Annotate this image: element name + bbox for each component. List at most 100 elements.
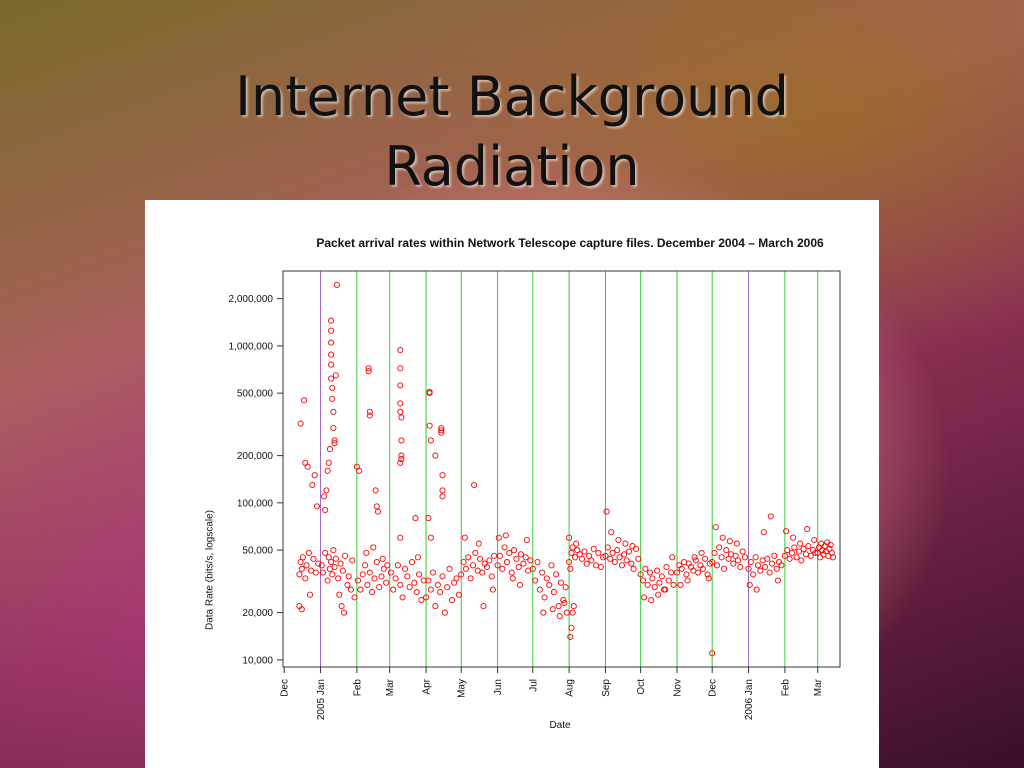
data-point — [392, 575, 399, 582]
data-point — [692, 557, 699, 564]
data-point — [384, 562, 391, 569]
data-point — [322, 549, 329, 556]
data-point — [629, 543, 636, 550]
data-point — [637, 571, 644, 578]
data-point — [357, 586, 364, 593]
data-point — [366, 408, 373, 415]
data-point — [397, 347, 404, 354]
data-point — [726, 538, 733, 545]
data-point — [439, 573, 446, 580]
data-point — [465, 554, 472, 561]
data-point — [768, 560, 776, 567]
data-point — [513, 555, 520, 562]
data-point — [695, 569, 702, 576]
data-point — [311, 472, 318, 479]
data-point — [499, 565, 506, 572]
data-point — [303, 562, 310, 569]
data-point — [506, 549, 513, 556]
data-point — [305, 549, 312, 556]
data-point — [329, 384, 336, 391]
data-point — [366, 569, 373, 576]
x-tick-label: May — [457, 679, 468, 698]
data-point — [630, 565, 637, 572]
data-point — [495, 534, 502, 541]
data-point — [753, 586, 760, 593]
data-point — [603, 508, 610, 515]
data-point — [778, 562, 785, 569]
data-point — [786, 555, 793, 562]
data-point — [635, 555, 642, 562]
data-point — [807, 552, 814, 559]
data-point — [655, 591, 662, 598]
data-point — [705, 575, 712, 582]
data-point — [373, 558, 380, 566]
data-point — [639, 577, 647, 584]
data-point — [611, 558, 618, 566]
data-point — [569, 609, 576, 616]
data-point — [413, 589, 420, 596]
data-point — [662, 586, 669, 593]
data-point — [365, 365, 372, 372]
data-point — [501, 544, 508, 551]
x-axis-label: Date — [549, 720, 571, 731]
data-point — [590, 545, 597, 552]
data-point — [486, 557, 493, 564]
data-point — [380, 565, 387, 572]
data-point — [804, 526, 811, 533]
data-point — [351, 594, 358, 601]
data-point — [356, 467, 363, 474]
data-point — [325, 554, 332, 561]
data-point — [426, 390, 433, 397]
slide-title-line-2: Radiation — [384, 135, 640, 199]
data-point — [673, 569, 681, 576]
data-point — [732, 552, 739, 559]
data-point — [569, 544, 576, 551]
data-point — [508, 569, 515, 576]
data-point — [578, 555, 586, 562]
data-point — [446, 565, 453, 572]
data-point — [323, 487, 330, 494]
data-point — [412, 515, 419, 522]
data-point — [750, 571, 757, 578]
data-point — [306, 591, 314, 598]
data-point — [296, 603, 303, 610]
data-point — [649, 575, 656, 582]
data-point — [532, 577, 539, 584]
data-point — [364, 581, 371, 588]
data-point — [336, 591, 343, 598]
data-point — [781, 552, 788, 559]
data-point — [408, 558, 416, 566]
data-point — [767, 513, 774, 520]
data-point — [302, 575, 309, 582]
data-point — [426, 422, 433, 429]
data-point — [397, 400, 404, 407]
data-point — [297, 420, 304, 427]
data-point — [404, 573, 411, 580]
scatter-chart: 10,000 20,000 50,000 100,000 200,000 500,000 1… — [229, 270, 841, 720]
data-point — [678, 565, 685, 572]
data-point — [648, 597, 655, 604]
data-point — [754, 562, 761, 569]
data-point — [608, 529, 615, 536]
data-point — [430, 569, 437, 576]
data-point — [313, 503, 321, 510]
data-point — [432, 603, 439, 610]
data-point — [800, 545, 807, 552]
data-point — [766, 569, 773, 576]
data-point — [761, 563, 769, 571]
data-point — [324, 577, 331, 584]
data-point — [397, 365, 404, 372]
data-point — [330, 424, 337, 432]
data-point — [301, 397, 308, 404]
data-point — [588, 557, 595, 564]
data-point — [642, 565, 649, 572]
data-point — [297, 558, 304, 566]
data-point — [420, 577, 427, 584]
data-point — [326, 446, 333, 453]
data-point — [298, 565, 305, 572]
data-point — [548, 562, 555, 569]
data-point — [677, 581, 684, 588]
data-point — [310, 555, 317, 562]
data-point — [302, 459, 309, 466]
data-point — [332, 555, 339, 562]
